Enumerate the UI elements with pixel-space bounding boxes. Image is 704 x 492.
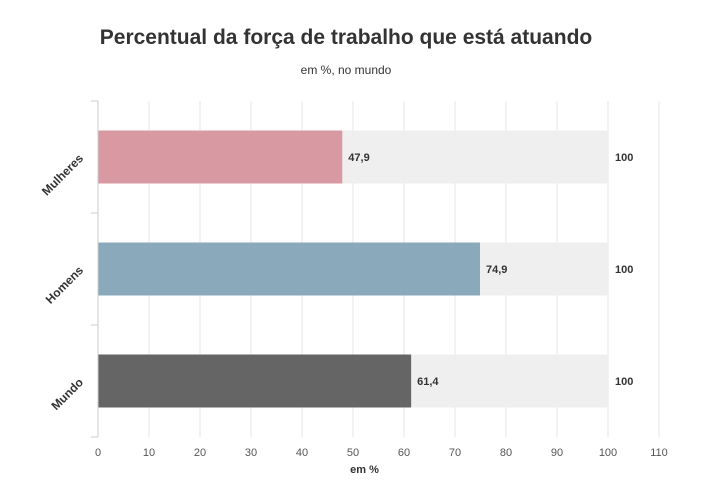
value-data-label: 61,4 bbox=[417, 376, 439, 388]
x-tick-label: 50 bbox=[347, 447, 359, 459]
value-bars bbox=[98, 130, 480, 408]
data-labels: 47,9 100 74,9 100 61,4 100 bbox=[348, 152, 633, 388]
x-tick-label: 40 bbox=[296, 447, 308, 459]
x-tick-label: 30 bbox=[245, 447, 257, 459]
x-tick-label: 80 bbox=[500, 447, 512, 459]
total-data-label: 100 bbox=[615, 376, 633, 388]
x-tick-label: 100 bbox=[599, 447, 617, 459]
value-data-label: 47,9 bbox=[348, 152, 369, 164]
chart-title: Percentual da força de trabalho que está… bbox=[99, 26, 593, 49]
x-tick-label: 110 bbox=[650, 447, 668, 459]
category-label: Mulheres bbox=[39, 151, 86, 198]
value-bar bbox=[98, 354, 412, 408]
value-bar bbox=[98, 242, 480, 296]
chart-subtitle: em %, no mundo bbox=[300, 63, 392, 77]
category-label: Mundo bbox=[48, 375, 86, 413]
value-data-label: 74,9 bbox=[486, 264, 507, 276]
x-axis-title: em % bbox=[350, 464, 379, 476]
x-tick-label: 60 bbox=[398, 447, 410, 459]
value-bar bbox=[98, 130, 343, 184]
category-label: Homens bbox=[43, 263, 87, 307]
x-tick-label: 90 bbox=[551, 447, 563, 459]
x-tick-label: 0 bbox=[95, 447, 101, 459]
total-data-label: 100 bbox=[615, 152, 633, 164]
total-data-label: 100 bbox=[615, 264, 633, 276]
x-tick-label: 20 bbox=[194, 447, 206, 459]
x-tick-label: 70 bbox=[449, 447, 461, 459]
x-tick-label: 10 bbox=[143, 447, 155, 459]
